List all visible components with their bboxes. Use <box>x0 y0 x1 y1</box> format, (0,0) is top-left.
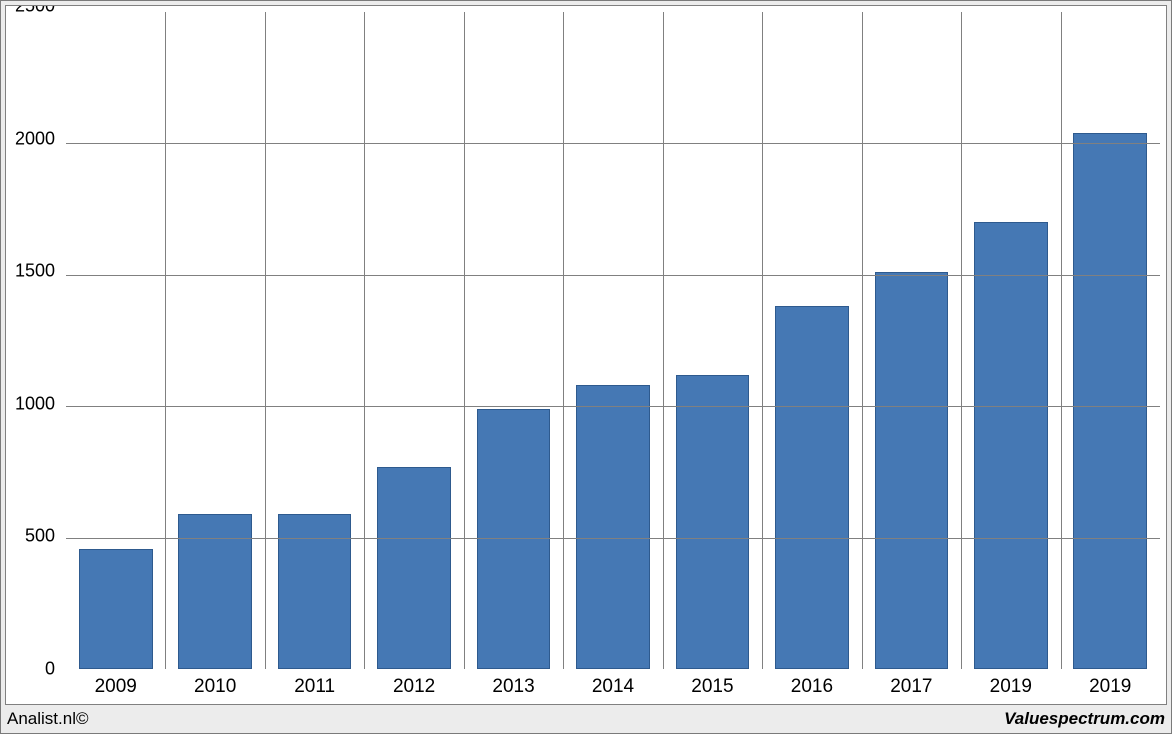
bar <box>974 222 1048 669</box>
v-gridline <box>265 12 266 669</box>
bar-slot <box>265 12 364 669</box>
bar-slot <box>66 12 165 669</box>
v-gridline <box>961 12 962 669</box>
x-tick-label: 2014 <box>563 672 662 704</box>
bar <box>875 272 949 669</box>
x-tick-label: 2019 <box>961 672 1060 704</box>
chart-container: 05001000150020002500 2009201020112012201… <box>0 0 1172 734</box>
y-tick-label: 500 <box>25 526 55 547</box>
bar-slot <box>563 12 662 669</box>
x-tick-label: 2013 <box>464 672 563 704</box>
chart-area <box>66 12 1160 669</box>
h-gridline <box>66 275 1160 276</box>
x-tick-label: 2012 <box>364 672 463 704</box>
v-gridline <box>364 12 365 669</box>
bar-slot <box>961 12 1060 669</box>
y-tick-label: 0 <box>45 659 55 680</box>
x-tick-label: 2019 <box>1061 672 1160 704</box>
x-tick-label: 2011 <box>265 672 364 704</box>
x-tick-label: 2017 <box>862 672 961 704</box>
bar <box>79 549 153 669</box>
x-tick-label: 2010 <box>165 672 264 704</box>
v-gridline <box>663 12 664 669</box>
y-axis-labels: 05001000150020002500 <box>6 6 61 669</box>
bar <box>676 375 750 669</box>
footer: Analist.nl© Valuespectrum.com <box>1 707 1171 733</box>
footer-right-text: Valuespectrum.com <box>1004 709 1165 729</box>
plot-wrapper: 05001000150020002500 2009201020112012201… <box>5 5 1167 705</box>
v-gridline <box>165 12 166 669</box>
bar-slot <box>364 12 463 669</box>
v-gridline <box>563 12 564 669</box>
bar-slot <box>165 12 264 669</box>
bar-slot <box>1061 12 1160 669</box>
bar-slot <box>663 12 762 669</box>
bar <box>775 306 849 669</box>
h-gridline <box>66 538 1160 539</box>
y-tick-label: 2000 <box>15 128 55 149</box>
y-tick-label: 1000 <box>15 393 55 414</box>
bar <box>477 409 551 669</box>
bar-slot <box>464 12 563 669</box>
x-tick-label: 2009 <box>66 672 165 704</box>
y-tick-label: 2500 <box>15 5 55 17</box>
bar <box>377 467 451 669</box>
bar <box>1073 133 1147 669</box>
h-gridline <box>66 406 1160 407</box>
h-gridline <box>66 143 1160 144</box>
v-gridline <box>862 12 863 669</box>
bar-slot <box>762 12 861 669</box>
bar <box>576 385 650 669</box>
v-gridline <box>762 12 763 669</box>
x-axis-labels: 2009201020112012201320142015201620172019… <box>66 672 1160 704</box>
bar-slot <box>862 12 961 669</box>
v-gridline <box>1061 12 1062 669</box>
x-tick-label: 2016 <box>762 672 861 704</box>
x-tick-label: 2015 <box>663 672 762 704</box>
bars-group <box>66 12 1160 669</box>
v-gridline <box>464 12 465 669</box>
plot-area: 05001000150020002500 2009201020112012201… <box>5 5 1167 705</box>
y-tick-label: 1500 <box>15 261 55 282</box>
footer-left-text: Analist.nl© <box>7 709 89 729</box>
